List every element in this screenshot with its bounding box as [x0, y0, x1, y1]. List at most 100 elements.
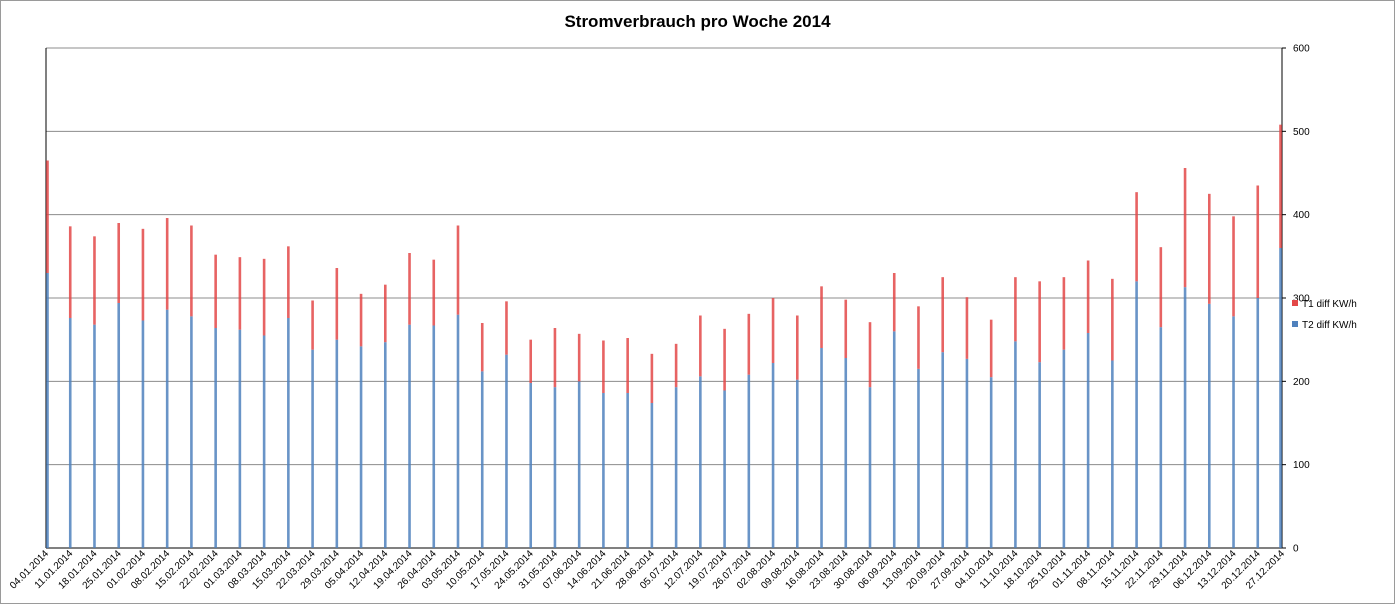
gridlines	[45, 47, 1286, 549]
bar-t1	[820, 286, 823, 348]
bar-t1	[287, 246, 290, 318]
bar-t1	[747, 313, 751, 375]
bar-t1	[1014, 277, 1017, 342]
bar-t2	[553, 387, 557, 548]
legend-swatch	[1292, 321, 1298, 327]
legend-swatch	[1292, 300, 1298, 306]
bar-t1	[650, 353, 654, 403]
bar-t2	[287, 318, 290, 548]
bar-t2	[1207, 303, 1211, 548]
x-axis-ticks: 04.01.201411.01.201418.01.201425.01.2014…	[8, 548, 1287, 591]
bar-t2	[1135, 281, 1138, 548]
bar-t2	[989, 377, 993, 548]
bar-t2	[965, 358, 969, 548]
bar-t2	[844, 358, 848, 548]
bar-t1	[1111, 278, 1114, 361]
bar-t2	[68, 318, 72, 548]
bar-t2	[1086, 333, 1090, 548]
bar-t1	[892, 273, 896, 332]
bar-t1	[917, 306, 920, 369]
bar-t1	[214, 254, 217, 328]
bar-t1	[989, 319, 993, 378]
bar-t2	[456, 314, 460, 548]
bar-t1	[1135, 192, 1138, 282]
bar-t2	[383, 342, 387, 548]
bar-t2	[335, 339, 339, 548]
bar-t1	[844, 299, 848, 358]
bar-t2	[1038, 362, 1041, 548]
bar-t1	[577, 333, 581, 382]
bar-t1	[262, 258, 266, 336]
bar-t2	[1256, 298, 1260, 548]
bar-t2	[141, 320, 145, 548]
bar-t1	[1207, 193, 1211, 304]
bar-t1	[408, 253, 411, 325]
bar-t2	[795, 379, 799, 548]
bar-t2	[190, 316, 193, 548]
bar-t2	[1232, 316, 1235, 548]
bar-t2	[311, 349, 314, 548]
bar-t2	[650, 403, 654, 548]
bar-t1	[46, 160, 49, 273]
bar-t1	[1232, 216, 1235, 317]
bar-t1	[311, 300, 314, 350]
bar-t2	[699, 376, 702, 548]
bar-t1	[190, 225, 193, 317]
bar-t1	[602, 340, 605, 393]
bar-t1	[505, 301, 508, 355]
bar-t1	[1159, 247, 1163, 328]
bar-t2	[771, 363, 775, 548]
chart-title: Stromverbrauch pro Woche 2014	[564, 12, 831, 31]
bar-t2	[626, 393, 629, 548]
bar-t2	[262, 335, 266, 548]
bar-t1	[795, 315, 799, 380]
bar-t1	[359, 293, 363, 347]
bar-t2	[238, 329, 242, 548]
bar-t1	[456, 225, 460, 315]
bar-t1	[1062, 277, 1066, 350]
bar-t1	[117, 223, 121, 303]
bar-t2	[868, 387, 872, 548]
bar-t2	[505, 354, 508, 548]
bar-t2	[46, 273, 49, 548]
bar-t1	[1086, 260, 1090, 333]
bar-t2	[1062, 349, 1066, 548]
bar-t1	[771, 298, 775, 363]
y-tick-label: 600	[1293, 44, 1310, 55]
bar-t1	[1279, 124, 1282, 248]
bar-t1	[553, 328, 557, 388]
bar-t2	[820, 348, 823, 548]
bar-t2	[93, 324, 96, 548]
bar-t2	[747, 374, 751, 548]
bar-t1	[480, 323, 484, 372]
bar-t1	[626, 338, 629, 393]
bar-t2	[1014, 341, 1017, 548]
bar-t1	[941, 277, 945, 353]
bar-t2	[577, 381, 581, 548]
bar-t1	[723, 328, 726, 391]
bar-t2	[602, 393, 605, 548]
bars	[46, 124, 1282, 548]
y-tick-label: 500	[1293, 127, 1310, 138]
legend-label: T2 diff KW/h	[1302, 320, 1357, 331]
bar-t2	[480, 371, 484, 548]
bar-t1	[68, 226, 72, 318]
bar-t2	[1183, 287, 1187, 548]
bar-t2	[941, 352, 945, 548]
bar-t2	[1111, 360, 1114, 548]
bar-t2	[529, 383, 533, 548]
bar-t1	[432, 259, 436, 326]
bar-t1	[93, 236, 96, 325]
bar-t1	[868, 322, 872, 388]
bar-t1	[238, 257, 242, 330]
bar-t1	[1256, 185, 1260, 298]
y-tick-label: 400	[1293, 210, 1310, 221]
bar-t2	[432, 325, 436, 548]
bar-t1	[141, 228, 145, 321]
bar-t2	[917, 368, 920, 548]
bar-t2	[723, 390, 726, 548]
bar-t2	[408, 324, 411, 548]
bar-t2	[117, 303, 121, 548]
